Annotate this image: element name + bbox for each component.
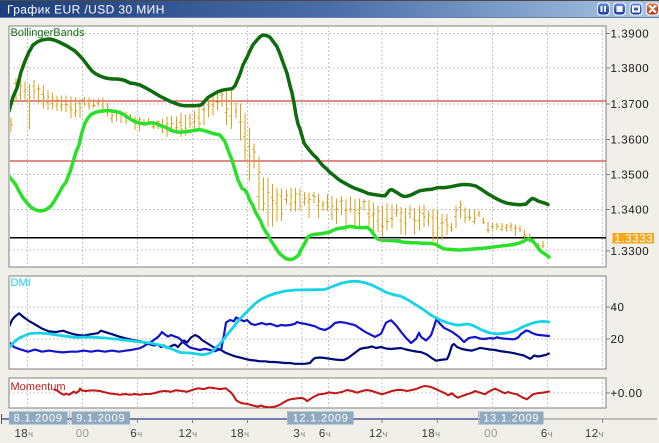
- svg-text:1.3300: 1.3300: [611, 246, 650, 258]
- svg-text:12ч: 12ч: [369, 428, 388, 440]
- svg-text:1.3333: 1.3333: [615, 233, 654, 245]
- svg-text:9.1.2009: 9.1.2009: [76, 413, 125, 425]
- svg-text:00: 00: [484, 428, 498, 440]
- svg-text:12ч: 12ч: [585, 428, 604, 440]
- svg-text:BollingerBands: BollingerBands: [11, 27, 85, 39]
- svg-text:6ч: 6ч: [541, 428, 553, 440]
- svg-text:12ч: 12ч: [179, 428, 198, 440]
- svg-text:40: 40: [611, 302, 625, 314]
- svg-text:1.3600: 1.3600: [611, 135, 650, 147]
- svg-text:18ч: 18ч: [422, 428, 441, 440]
- svg-text:8.1.2009: 8.1.2009: [14, 413, 63, 425]
- svg-text:+0.00: +0.00: [611, 388, 643, 400]
- svg-text:20: 20: [611, 334, 625, 346]
- svg-text:1.3900: 1.3900: [611, 28, 650, 40]
- svg-text:3ч: 3ч: [293, 428, 305, 440]
- svg-text:00: 00: [76, 428, 90, 440]
- svg-text:18ч: 18ч: [15, 428, 34, 440]
- svg-text:Momentum: Momentum: [11, 381, 66, 393]
- svg-text:График EUR /USD 30 МИН: График EUR /USD 30 МИН: [7, 3, 165, 17]
- svg-text:1.3400: 1.3400: [611, 205, 650, 217]
- svg-text:13.1.2009: 13.1.2009: [483, 413, 539, 425]
- svg-text:DMI: DMI: [11, 277, 31, 289]
- svg-text:6ч: 6ч: [319, 428, 331, 440]
- svg-text:1.3700: 1.3700: [611, 99, 650, 111]
- svg-text:1.3500: 1.3500: [611, 169, 650, 181]
- svg-text:12.1.2009: 12.1.2009: [293, 413, 349, 425]
- svg-text:18ч: 18ч: [231, 428, 250, 440]
- svg-text:6ч: 6ч: [130, 428, 142, 440]
- svg-text:1.3800: 1.3800: [611, 63, 650, 75]
